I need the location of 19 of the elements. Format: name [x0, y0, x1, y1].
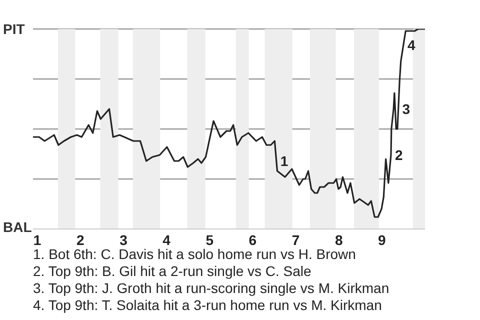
x-tick-label: 9	[378, 232, 386, 248]
x-tick-label: 5	[206, 232, 214, 248]
text: 4. Top 9th: T. Solaita hit a 3-run home run vs M. Kirkman	[33, 297, 383, 314]
x-tick-label: 6	[248, 232, 257, 248]
text: 1. Bot 6th: C. Davis hit a solo home run vs H. Brown	[33, 246, 357, 263]
annotation: 4	[407, 36, 416, 53]
x-tick-label: 3	[120, 232, 128, 248]
annotation: 1	[280, 152, 288, 169]
annotation: 2	[394, 146, 403, 163]
text: 2. Top 9th: B. Gil hit a 2-run single vs C. Sale	[33, 263, 312, 280]
x-tick-label: 1	[33, 232, 42, 248]
x-tick-label: 8	[334, 232, 343, 248]
text: PIT	[3, 21, 25, 37]
x-tick-label: 7	[292, 232, 300, 248]
x-tick-label: 4	[162, 232, 171, 248]
text: BAL	[3, 219, 32, 235]
text: 3. Top 9th: J. Groth hit a run-scoring single vs M. Kirkman	[33, 280, 390, 297]
annotation: 3	[402, 100, 410, 117]
x-tick-label: 2	[76, 232, 84, 248]
